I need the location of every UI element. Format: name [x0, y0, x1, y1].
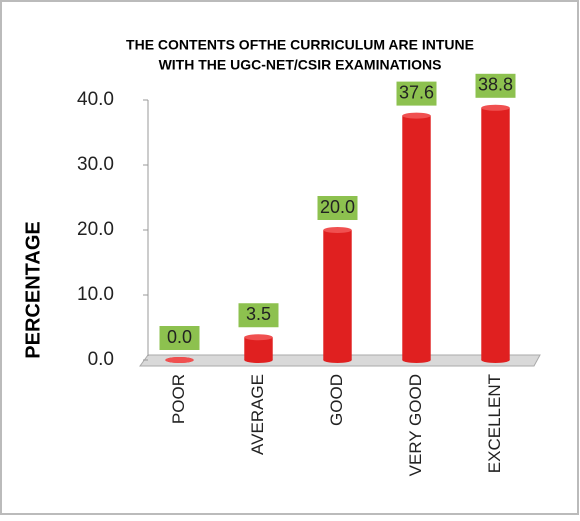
value-label-box	[238, 303, 279, 328]
bar	[323, 230, 352, 360]
chart-title: WITH THE UGC-NET/CSIR EXAMINATIONS	[159, 57, 442, 73]
x-tick-label: EXCELLENT	[485, 374, 504, 473]
bar-top	[323, 227, 352, 233]
x-tick-label: POOR	[169, 374, 188, 424]
y-tick-label: 0.0	[88, 349, 114, 370]
bar-top	[481, 104, 510, 111]
y-tick-label: 10.0	[77, 284, 114, 305]
bar-base	[481, 357, 510, 363]
bar-base	[323, 357, 352, 363]
bar-top	[165, 357, 194, 363]
x-tick-label: VERY GOOD	[406, 374, 425, 476]
bar	[402, 115, 431, 360]
value-label-box	[159, 326, 200, 350]
bar	[244, 337, 273, 360]
bar	[481, 107, 510, 360]
value-label: 37.6	[399, 82, 434, 102]
bar-top	[402, 112, 431, 119]
value-label-box	[317, 196, 358, 220]
value-label-box	[475, 73, 516, 98]
bar-top	[244, 334, 273, 341]
bar-base	[402, 357, 431, 363]
y-tick-label: 40.0	[77, 89, 114, 110]
chart-title: THE CONTENTS OFTHE CURRICULUM ARE INTUNE	[126, 37, 474, 53]
value-label: 0.0	[167, 327, 192, 347]
y-tick-label: 20.0	[77, 219, 114, 240]
y-axis-label: PERCENTAGE	[22, 221, 44, 358]
x-tick-label: GOOD	[327, 374, 346, 426]
value-label: 38.8	[478, 75, 513, 95]
value-label-box	[396, 81, 437, 106]
y-tick-label: 30.0	[77, 154, 114, 175]
x-tick-label: AVERAGE	[248, 374, 267, 455]
bar-base	[244, 357, 273, 363]
value-label: 20.0	[320, 197, 355, 217]
value-label: 3.5	[246, 304, 271, 324]
